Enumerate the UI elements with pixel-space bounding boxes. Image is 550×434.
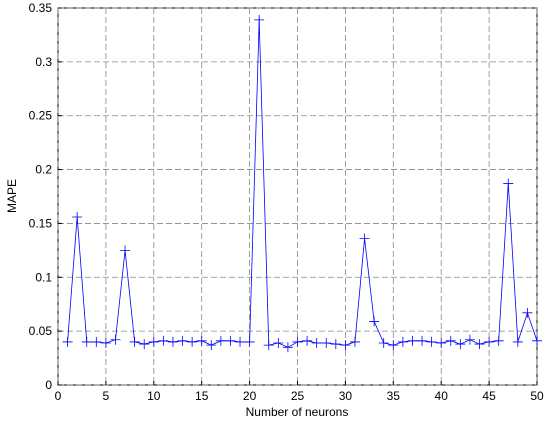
data-marker <box>187 336 198 347</box>
data-marker <box>148 336 159 347</box>
data-marker <box>484 336 495 347</box>
data-marker <box>455 339 466 350</box>
data-marker <box>349 336 360 347</box>
data-marker <box>417 335 428 346</box>
data-marker <box>503 178 514 189</box>
data-marker <box>91 336 102 347</box>
data-marker <box>206 340 217 351</box>
data-marker <box>330 339 341 350</box>
data-marker <box>436 337 447 348</box>
y-axis-label: MAPE <box>5 179 19 213</box>
plot-area <box>57 7 538 386</box>
y-tick-label: 0 <box>45 378 52 392</box>
data-marker <box>235 336 246 347</box>
data-marker <box>493 335 504 346</box>
x-tick-label: 35 <box>387 389 401 403</box>
data-marker <box>282 342 293 353</box>
data-marker <box>254 14 265 25</box>
data-marker <box>81 336 92 347</box>
data-marker <box>359 233 370 244</box>
data-marker <box>407 335 418 346</box>
y-tick-label: 0.1 <box>35 270 52 284</box>
x-tick-label: 0 <box>55 389 62 403</box>
data-marker <box>110 334 121 345</box>
x-tick-label: 45 <box>482 389 496 403</box>
data-marker <box>397 336 408 347</box>
data-marker <box>244 336 255 347</box>
x-tick-label: 50 <box>530 389 544 403</box>
data-marker <box>177 335 188 346</box>
data-marker <box>167 336 178 347</box>
data-marker <box>225 335 236 346</box>
y-tick-label: 0.35 <box>29 1 53 15</box>
x-tick-label: 40 <box>435 389 449 403</box>
y-tick-label: 0.05 <box>29 324 53 338</box>
y-tick-label: 0.2 <box>35 163 52 177</box>
data-marker <box>426 336 437 347</box>
data-marker <box>512 336 523 347</box>
x-tick-label: 10 <box>147 389 161 403</box>
data-marker <box>378 337 389 348</box>
data-marker <box>464 334 475 345</box>
data-marker <box>62 336 73 347</box>
data-marker <box>72 211 83 222</box>
data-marker <box>215 335 226 346</box>
data-marker <box>522 307 533 318</box>
data-marker <box>263 340 274 351</box>
data-marker <box>120 245 131 256</box>
x-tick-label: 30 <box>339 389 353 403</box>
x-tick-label: 20 <box>243 389 257 403</box>
data-marker <box>158 335 169 346</box>
data-marker <box>340 340 351 351</box>
data-marker <box>311 337 322 348</box>
y-tick-label: 0.15 <box>29 216 53 230</box>
x-tick-label: 15 <box>195 389 209 403</box>
data-marker <box>100 337 111 348</box>
data-marker <box>196 335 207 346</box>
data-marker <box>388 340 399 351</box>
data-marker <box>139 339 150 350</box>
data-marker <box>321 337 332 348</box>
data-marker <box>129 336 140 347</box>
x-axis-label: Number of neurons <box>246 405 349 419</box>
x-tick-label: 25 <box>291 389 305 403</box>
data-marker <box>302 335 313 346</box>
data-marker <box>292 336 303 347</box>
data-marker <box>273 337 284 348</box>
data-marker <box>532 335 542 346</box>
data-marker <box>369 316 380 327</box>
y-tick-label: 0.25 <box>29 109 53 123</box>
data-marker <box>474 339 485 350</box>
x-tick-label: 5 <box>103 389 110 403</box>
data-marker <box>445 335 456 346</box>
y-tick-label: 0.3 <box>35 55 52 69</box>
